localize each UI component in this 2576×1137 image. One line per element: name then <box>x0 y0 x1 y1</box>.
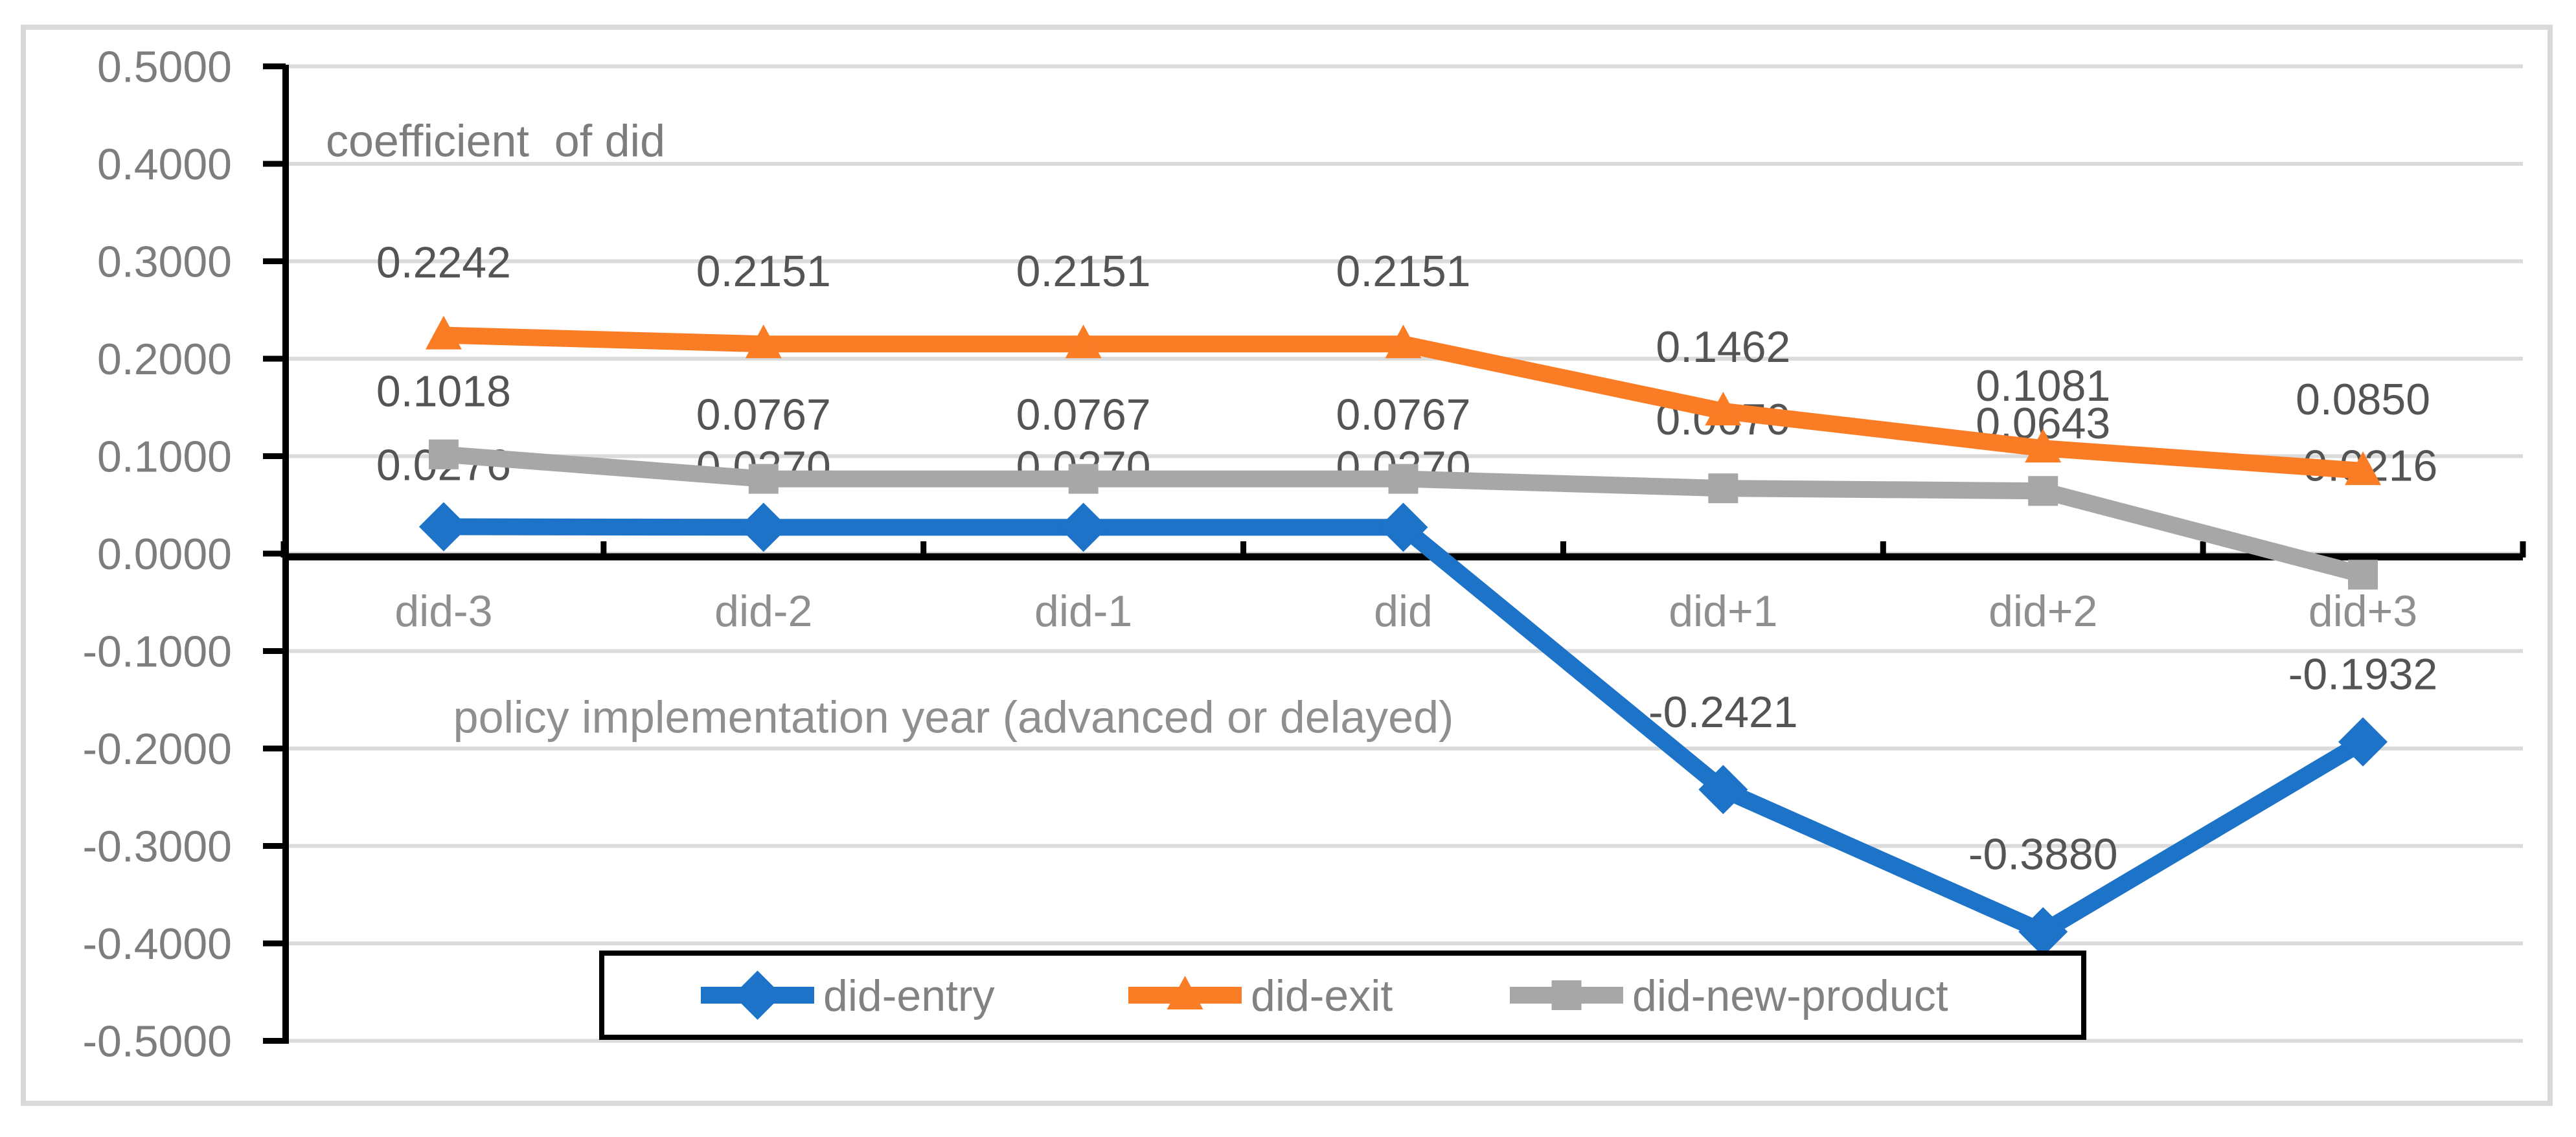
y-tick-label: -0.3000 <box>82 822 232 871</box>
y-tick-label: 0.2000 <box>97 335 232 384</box>
chart-title: coefficient of did <box>326 116 665 166</box>
legend-label-did-entry: did-entry <box>823 971 995 1020</box>
legend-marker-did-exit <box>1167 976 1203 1009</box>
marker-did-entry <box>1058 502 1108 552</box>
marker-did-entry <box>418 502 468 552</box>
data-label-did-new-product: 0.0767 <box>1016 390 1151 439</box>
marker-did-new-product <box>748 464 779 494</box>
legend-marker-did-new-product <box>1551 980 1582 1010</box>
marker-did-exit <box>2345 451 2382 486</box>
marker-did-new-product <box>428 439 459 469</box>
y-tick-label: 0.3000 <box>97 237 232 286</box>
data-label-did-exit: 0.2151 <box>1336 247 1471 296</box>
data-label-did-new-product: 0.1018 <box>376 367 511 416</box>
marker-did-new-product <box>2028 476 2058 506</box>
category-label: did <box>1374 587 1433 636</box>
category-label: did+3 <box>2308 587 2417 636</box>
marker-did-entry <box>2338 717 2388 767</box>
data-label-did-exit: 0.1081 <box>1976 361 2110 411</box>
category-label: did+1 <box>1669 587 1777 636</box>
marker-did-exit <box>425 315 462 350</box>
marker-did-new-product <box>1708 473 1738 504</box>
legend-marker-did-entry <box>733 971 782 1020</box>
y-tick-label: 0.4000 <box>97 140 232 189</box>
y-tick-label: -0.1000 <box>82 627 232 676</box>
marker-did-exit <box>1385 324 1422 359</box>
y-tick-label: 0.0000 <box>97 530 232 579</box>
marker-did-entry <box>1378 502 1428 552</box>
marker-did-exit <box>2025 429 2062 463</box>
x-axis-title: policy implementation year (advanced or … <box>453 692 1454 743</box>
category-label: did+2 <box>1989 587 2097 636</box>
category-label: did-3 <box>394 587 492 636</box>
data-label-did-exit: 0.2151 <box>696 247 831 296</box>
y-tick-label: -0.4000 <box>82 919 232 969</box>
data-label-did-entry: -0.2421 <box>1648 688 1798 737</box>
legend-label-did-exit: did-exit <box>1251 971 1393 1020</box>
marker-did-new-product <box>1388 464 1419 494</box>
data-label-did-new-product: 0.0767 <box>1336 390 1471 439</box>
marker-did-entry <box>2018 906 2068 956</box>
legend-label-did-new-product: did-new-product <box>1632 971 1948 1020</box>
data-label-did-exit: 0.2242 <box>376 238 511 287</box>
data-label-did-exit: 0.2151 <box>1016 247 1151 296</box>
marker-did-new-product <box>1068 464 1099 494</box>
data-label-did-exit: 0.0850 <box>2296 375 2430 424</box>
data-label-did-entry: -0.1932 <box>2288 650 2438 699</box>
y-tick-label: 0.1000 <box>97 432 232 481</box>
data-label-did-new-product: 0.0767 <box>696 390 831 439</box>
data-label-did-entry: -0.3880 <box>1968 830 2118 879</box>
legend-box <box>599 951 2086 1040</box>
y-tick-label: 0.5000 <box>97 42 232 91</box>
y-tick-label: -0.2000 <box>82 725 232 774</box>
y-tick-label: -0.5000 <box>82 1017 232 1066</box>
marker-did-new-product <box>2348 559 2378 590</box>
marker-did-entry <box>1698 765 1748 815</box>
category-label: did-1 <box>1034 587 1132 636</box>
chart-area-border <box>21 25 2553 1106</box>
marker-did-entry <box>738 502 788 552</box>
marker-did-exit <box>1065 324 1102 359</box>
marker-did-exit <box>1705 391 1742 425</box>
marker-did-exit <box>745 324 782 359</box>
category-label: did-2 <box>714 587 812 636</box>
data-label-did-exit: 0.1462 <box>1656 322 1790 372</box>
